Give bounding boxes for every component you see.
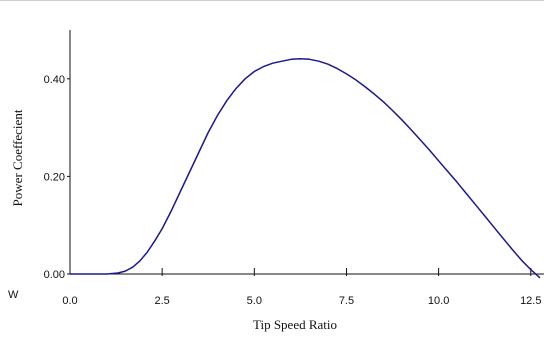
- y-tick-label: 0.40: [44, 74, 65, 86]
- x-axis-title: Tip Speed Ratio: [253, 317, 337, 332]
- corner-label: W: [8, 289, 19, 301]
- y-ticks: 0.00 0.20 0.40: [44, 74, 70, 281]
- y-tick-label: 0.20: [44, 171, 65, 183]
- x-tick-label: 2.5: [155, 295, 170, 307]
- plot-area: 0.0 2.5 5.0 7.5 10.0 12.5 0.00 0.20 0.40: [44, 30, 544, 307]
- x-tick-label: 10.0: [428, 295, 449, 307]
- x-ticks: 0.0 2.5 5.0 7.5 10.0 12.5: [62, 268, 541, 307]
- power-coefficient-curve: [70, 58, 541, 279]
- x-tick-label: 7.5: [339, 295, 354, 307]
- y-tick-label: 0.00: [44, 269, 65, 281]
- x-tick-label: 12.5: [520, 295, 541, 307]
- x-tick-label: 0.0: [62, 295, 77, 307]
- x-tick-label: 5.0: [247, 295, 262, 307]
- y-axis-title: Power Coeffecient: [10, 109, 25, 206]
